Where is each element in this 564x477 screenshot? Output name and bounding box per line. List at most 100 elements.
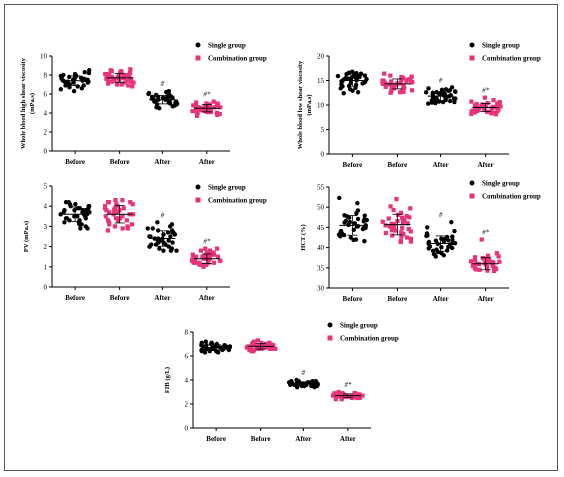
chart-panel-4: 30 35 40 45 50 55 HCT (%) Before Before After # Aft…	[300, 180, 541, 304]
data-point	[398, 238, 404, 243]
data-point	[157, 238, 163, 243]
series-single-3	[145, 220, 179, 253]
chart-panel-1: 0 2 4 6 8 10 Whole blood high shear viscosity(…	[20, 42, 267, 167]
data-point	[110, 79, 115, 84]
data-point	[202, 350, 208, 355]
y-tick-label: 55	[317, 184, 325, 192]
data-point	[355, 223, 361, 229]
data-point	[348, 80, 353, 86]
data-point	[439, 236, 444, 241]
data-point	[469, 109, 474, 114]
data-point	[289, 379, 294, 384]
data-point	[266, 343, 272, 348]
series-single-1	[335, 69, 369, 96]
data-point	[433, 238, 439, 243]
data-point	[161, 248, 166, 253]
legend-label-combination: Combination group	[208, 55, 267, 63]
data-point	[383, 223, 388, 228]
data-point	[215, 103, 221, 108]
series-combination-4	[189, 246, 223, 269]
data-point	[400, 225, 405, 230]
data-point	[346, 70, 352, 75]
data-point	[251, 340, 256, 345]
data-point	[392, 224, 397, 230]
legend-label-combination: Combination group	[340, 335, 399, 343]
data-point	[78, 226, 83, 231]
y-tick-label: 5	[44, 183, 48, 191]
data-point	[271, 345, 276, 350]
data-point	[113, 216, 119, 221]
data-point	[395, 212, 401, 217]
y-axis-label: FIB (g/L)	[164, 367, 171, 393]
series-single-1	[336, 195, 370, 244]
data-point	[332, 391, 337, 396]
data-point	[383, 84, 388, 89]
data-point	[129, 222, 135, 227]
data-point	[103, 214, 108, 219]
data-point	[130, 202, 135, 207]
data-point	[107, 210, 112, 215]
series-single-1	[58, 199, 92, 231]
series-combination-2	[244, 338, 278, 354]
data-point	[435, 249, 441, 255]
data-point	[472, 103, 478, 108]
data-point	[497, 259, 502, 264]
x-tick-label: After	[478, 295, 494, 303]
data-point	[111, 76, 116, 81]
data-point	[149, 94, 155, 100]
data-point	[407, 215, 412, 220]
data-point	[271, 343, 276, 348]
data-point	[450, 237, 455, 243]
legend-label-single: Single group	[208, 184, 246, 192]
data-point	[485, 268, 490, 273]
y-tick-label: 15	[317, 77, 325, 85]
data-point	[357, 74, 362, 80]
data-point	[355, 90, 361, 95]
data-point	[255, 338, 260, 343]
data-point	[340, 391, 345, 396]
data-point	[162, 96, 168, 101]
y-tick-label: 2	[185, 401, 189, 409]
data-point	[399, 215, 405, 220]
data-point	[362, 73, 368, 78]
x-tick-label: After	[478, 161, 494, 169]
data-point	[404, 235, 410, 240]
data-point	[129, 79, 134, 84]
legend-marker-combination	[469, 193, 475, 199]
data-point	[380, 219, 385, 224]
series-single-3	[286, 377, 320, 390]
data-point	[341, 91, 346, 96]
data-point	[214, 110, 219, 116]
data-point	[495, 101, 500, 106]
legend-marker-single	[469, 42, 475, 48]
data-point	[104, 208, 109, 213]
data-point	[106, 200, 111, 205]
x-tick-label: After	[433, 295, 449, 303]
data-point	[147, 234, 152, 239]
data-point	[71, 88, 77, 94]
data-point	[261, 343, 267, 348]
series-combination-4	[190, 99, 223, 118]
data-point	[106, 81, 111, 86]
data-point	[114, 82, 120, 87]
data-point	[168, 248, 174, 253]
data-point	[59, 74, 64, 80]
data-point	[352, 391, 357, 396]
y-tick-label: 0	[44, 284, 48, 292]
data-point	[408, 206, 413, 211]
data-point	[398, 210, 404, 215]
y-tick-label: 4	[185, 377, 189, 385]
data-point	[390, 233, 395, 238]
y-tick-label: 10	[40, 53, 48, 61]
x-tick-label: After	[433, 161, 449, 169]
legend-marker-combination	[195, 55, 201, 61]
data-point	[128, 200, 133, 205]
data-point	[190, 109, 195, 114]
data-point	[120, 214, 125, 219]
data-point	[166, 93, 172, 99]
data-point	[163, 242, 168, 247]
legend-marker-combination	[195, 197, 201, 203]
data-point	[357, 392, 362, 397]
data-point	[128, 67, 133, 72]
